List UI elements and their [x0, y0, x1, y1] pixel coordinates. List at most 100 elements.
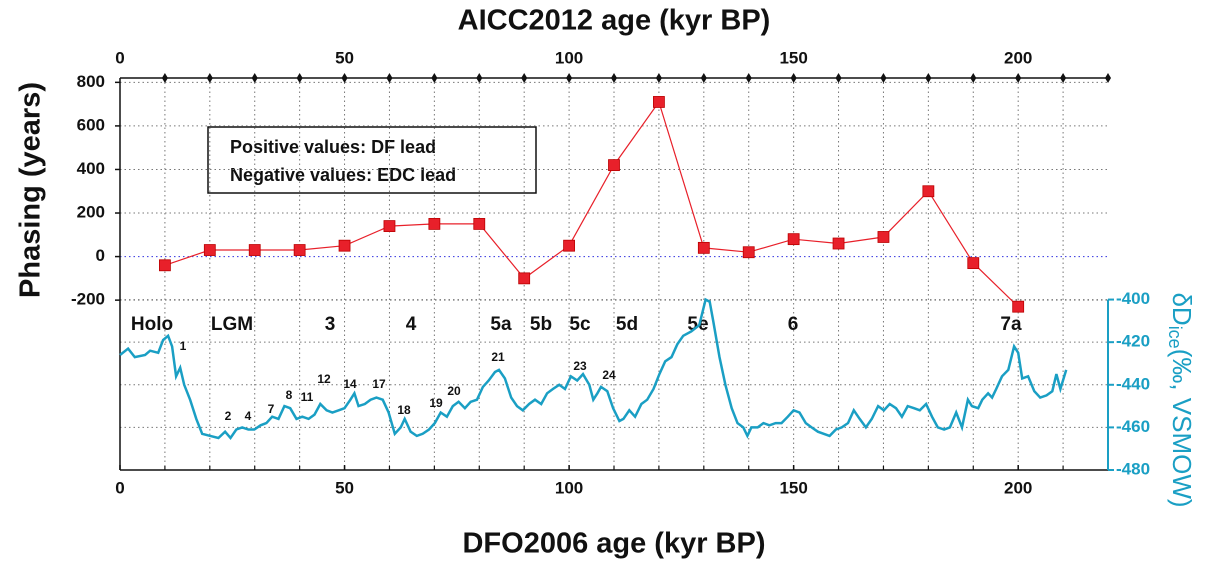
- data-point: [563, 239, 575, 252]
- y2-tick-label: -400: [1116, 289, 1150, 308]
- event-label: 7: [268, 402, 275, 416]
- note-box: [207, 126, 537, 194]
- event-label: 8: [286, 388, 293, 402]
- series-line: [164, 100, 1019, 308]
- y2-title-sub: ice: [1165, 326, 1185, 349]
- stage-label: 4: [406, 314, 417, 335]
- event-label: 18: [397, 403, 411, 417]
- x2-tick-label: 200: [1004, 48, 1032, 67]
- y-axis-title: Phasing (years): [15, 82, 47, 298]
- x2-tick-diamond: [476, 73, 483, 83]
- x2-tick-diamond: [835, 73, 842, 83]
- x2-tick-diamond: [1060, 73, 1067, 83]
- data-point: [832, 237, 845, 250]
- stage-label: LGM: [211, 314, 253, 335]
- x2-tick-label: 100: [555, 48, 583, 67]
- stage-label: 7a: [1000, 314, 1022, 335]
- event-label: 19: [429, 396, 443, 410]
- stage-label: 5d: [616, 314, 638, 335]
- y2-tick-label: -460: [1116, 417, 1150, 436]
- x2-tick-diamond: [386, 73, 393, 83]
- event-label: 1: [180, 339, 187, 353]
- x2-tick-diamond: [296, 73, 303, 83]
- x-tick-label: 0: [115, 478, 124, 497]
- data-point: [697, 241, 710, 254]
- x2-tick-diamond: [566, 73, 573, 83]
- y-tick-label: 600: [77, 115, 105, 134]
- x2-tick-diamond: [1015, 73, 1022, 83]
- note: Positive values: DF lead: [230, 137, 436, 157]
- data-point: [1012, 300, 1025, 313]
- stage-label: 3: [325, 314, 336, 335]
- x-tick-label: 100: [555, 478, 583, 497]
- y-tick-label: 800: [77, 72, 105, 91]
- data-point: [877, 231, 890, 243]
- x2-tick-diamond: [341, 73, 348, 83]
- note: Negative values: EDC lead: [230, 165, 456, 185]
- x2-tick-diamond: [431, 73, 438, 83]
- event-label: 20: [447, 384, 461, 398]
- data-point: [338, 239, 351, 252]
- x2-tick-diamond: [655, 73, 662, 83]
- data-point: [608, 159, 620, 172]
- top-axis-title: AICC2012 age (kyr BP): [458, 5, 771, 37]
- bottom-axis-title: DFO2006 age (kyr BP): [462, 528, 765, 560]
- data-point: [787, 233, 800, 246]
- x2-tick-diamond: [970, 73, 977, 83]
- data-point: [922, 185, 935, 198]
- data-point: [742, 246, 755, 259]
- data-point: [473, 218, 486, 230]
- x2-tick-diamond: [206, 73, 213, 83]
- stage-label: Holo: [131, 314, 173, 335]
- event-label: 24: [602, 368, 616, 382]
- y-tick-label: 200: [77, 203, 105, 222]
- x2-tick-diamond: [790, 73, 797, 83]
- x-tick-label: 200: [1004, 478, 1032, 497]
- y2-title-rest: (‰, VSMOW): [1167, 349, 1197, 508]
- event-label: 2: [225, 409, 232, 423]
- y2-axis-title: δDice(‰, VSMOW): [1165, 292, 1197, 507]
- stage-label: 5b: [530, 314, 552, 335]
- event-label: 23: [573, 359, 587, 373]
- x2-tick-label: 150: [779, 48, 807, 67]
- data-point: [518, 272, 531, 285]
- x2-tick-diamond: [745, 73, 752, 83]
- data-point: [653, 96, 665, 108]
- stage-label: 5a: [490, 314, 512, 335]
- x2-tick-label: 50: [335, 48, 354, 67]
- data-point: [293, 244, 306, 256]
- y-tick-label: 0: [96, 246, 105, 265]
- data-point: [383, 220, 396, 232]
- data-point: [248, 244, 261, 256]
- x2-tick-diamond: [251, 73, 258, 83]
- event-label: 12: [317, 372, 331, 386]
- series-line: [119, 297, 1068, 441]
- y2-title-main: δD: [1167, 292, 1197, 325]
- event-label: 4: [245, 409, 252, 423]
- event-label: 21: [491, 350, 505, 364]
- y-tick-label: -200: [71, 290, 105, 309]
- x2-tick-diamond: [521, 73, 528, 83]
- x-tick-label: 50: [335, 478, 354, 497]
- data-point: [203, 244, 216, 256]
- y2-tick-label: -420: [1116, 332, 1150, 351]
- event-label: 14: [343, 377, 357, 391]
- y2-tick-label: -440: [1116, 374, 1150, 393]
- x2-tick-diamond: [700, 73, 707, 83]
- x2-tick-diamond: [161, 73, 168, 83]
- stage-label: 5c: [569, 314, 591, 335]
- event-label: 11: [301, 390, 314, 404]
- x2-tick-diamond: [880, 73, 887, 83]
- y-tick-label: 400: [77, 159, 105, 178]
- x2-tick-label: 0: [115, 48, 124, 67]
- event-label: 17: [372, 377, 386, 391]
- stage-label: 6: [788, 314, 799, 335]
- y2-tick-label: -480: [1116, 459, 1150, 478]
- x2-tick-diamond: [611, 73, 617, 83]
- x2-tick-diamond: [925, 73, 932, 83]
- x-tick-label: 150: [779, 478, 807, 497]
- x2-tick-diamond: [1105, 73, 1111, 83]
- data-point: [159, 259, 171, 272]
- data-point: [428, 218, 441, 230]
